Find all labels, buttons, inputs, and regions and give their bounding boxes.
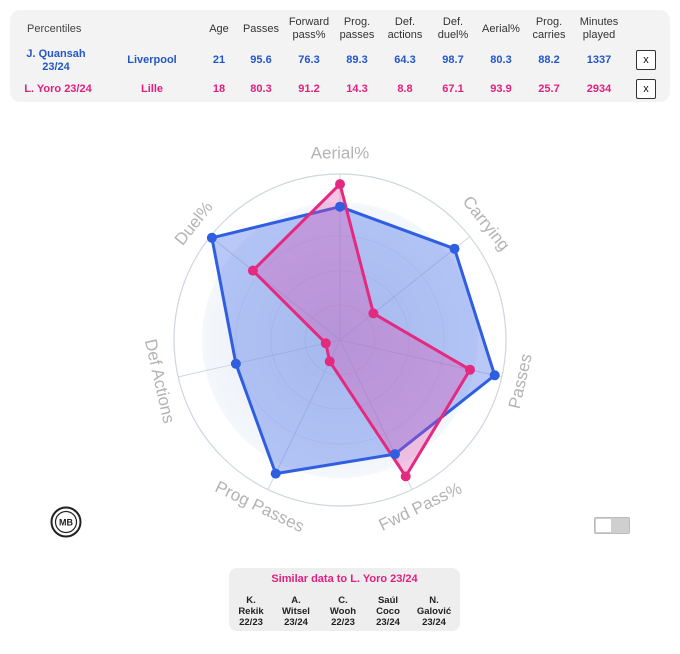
similar-player-link[interactable]: Saúl Coco 23/24 (366, 595, 410, 628)
minutes-header-line2: played (582, 29, 616, 41)
prog-carries-header: Prog. carries (528, 16, 570, 42)
minutes-value: 1337 (586, 54, 612, 66)
radar-point (320, 338, 331, 349)
view-toggle-switch[interactable] (594, 517, 630, 534)
radar-point (335, 179, 345, 190)
def-duel-value: 98.7 (442, 54, 464, 66)
team-name: Lille (140, 83, 163, 95)
toggle-knob (596, 519, 611, 532)
radar-point (247, 265, 258, 276)
similar-player-line: C. (338, 595, 348, 606)
similar-players-panel: Similar data to L. Yoro 23/24 K. Rekik 2… (229, 568, 460, 631)
radar-point (449, 243, 460, 254)
radar-axis-label: Def Actions (141, 337, 179, 425)
prog-carries-value: 25.7 (538, 83, 560, 95)
mb-logo-icon: MB (50, 506, 82, 538)
prog-passes-header-line1: Prog. (343, 16, 371, 28)
player-name: L. Yoro 23/24 (24, 83, 92, 95)
radar-point (335, 201, 345, 212)
radar-point (206, 232, 217, 243)
prog-passes-value: 89.3 (346, 54, 368, 66)
forward-pass-value: 91.2 (298, 83, 320, 95)
radar-spoke (339, 236, 471, 341)
radar-spoke (339, 339, 413, 490)
def-actions-value: 8.8 (397, 83, 413, 95)
similar-player-line: Galović (416, 606, 452, 617)
similar-player-link[interactable]: K. Rekik 22/23 (229, 595, 273, 628)
passes-value: 80.3 (250, 83, 272, 95)
similar-title: Similar data to L. Yoro 23/24 (271, 573, 418, 585)
prog-passes-header: Prog. passes (336, 16, 378, 42)
aerial-value: 80.3 (490, 54, 512, 66)
aerial-header: Aerial% (482, 23, 520, 35)
similar-player-line: N. (429, 595, 439, 606)
def-actions-header: Def. actions (384, 16, 426, 42)
similar-player-link[interactable]: N. Galović 23/24 (412, 595, 456, 628)
similar-player-line: A. (291, 595, 301, 606)
passes-header: Passes (242, 23, 280, 35)
prog-carries-header-line2: carries (532, 29, 566, 41)
radar-point (324, 356, 335, 367)
def-actions-header-line1: Def. (394, 16, 416, 28)
radar-spoke (209, 236, 341, 341)
passes-value: 95.6 (250, 54, 272, 66)
def-duel-header-line2: duel% (437, 29, 469, 41)
similar-player-link[interactable]: C. Wooh 22/23 (321, 595, 365, 628)
radar-series-0 (210, 205, 497, 476)
def-actions-value: 64.3 (394, 54, 416, 66)
logo-text: MB (59, 518, 73, 528)
similar-player-line: K. (246, 595, 256, 606)
similar-player-line: 22/23 (331, 617, 355, 628)
prog-passes-header-line2: passes (339, 29, 375, 41)
forward-pass-value: 76.3 (298, 54, 320, 66)
similar-player-line: Rekik (238, 606, 264, 617)
similar-player-line: Coco (376, 606, 400, 617)
similar-player-line: 23/24 (376, 617, 400, 628)
radar-axis-label: Passes (505, 352, 536, 411)
def-duel-header: Def. duel% (432, 16, 474, 42)
minutes-played-header: Minutes played (574, 16, 624, 42)
minutes-value: 2934 (586, 83, 612, 95)
def-duel-value: 67.1 (442, 83, 464, 95)
radar-series-1 (251, 182, 472, 478)
similar-player-line: 22/23 (239, 617, 263, 628)
player-name-line1: J. Quansah (26, 48, 86, 60)
player-name-line2: 23/24 (42, 61, 70, 73)
def-actions-header-line2: actions (387, 29, 423, 41)
prog-passes-value: 14.3 (346, 83, 368, 95)
radar-point (230, 358, 241, 369)
remove-player-button[interactable]: x (636, 79, 656, 99)
def-duel-header-line1: Def. (442, 16, 464, 28)
comparison-table: Percentiles Age Passes Forward pass% Pro… (10, 10, 670, 102)
similar-player-line: Wooh (329, 606, 357, 617)
radar-point (400, 471, 411, 482)
radar-spoke (178, 339, 341, 378)
prog-carries-header-line1: Prog. (535, 16, 563, 28)
radar-point (465, 364, 475, 375)
team-name: Liverpool (127, 54, 177, 66)
percentiles-header: Percentiles (27, 23, 82, 35)
forward-pass-header: Forward pass% (286, 16, 332, 42)
radar-point (270, 468, 281, 479)
radar-point (368, 308, 379, 319)
similar-player-line: Saúl (377, 595, 399, 606)
age-header: Age (209, 23, 229, 35)
player-name: J. Quansah 23/24 (18, 48, 94, 74)
prog-carries-value: 88.2 (538, 54, 560, 66)
aerial-value: 93.9 (490, 83, 512, 95)
forward-pass-header-line2: pass% (292, 29, 326, 41)
age-value: 21 (212, 54, 226, 66)
similar-player-line: 23/24 (422, 617, 446, 628)
minutes-header-line1: Minutes (579, 16, 619, 28)
similar-player-link[interactable]: A. Witsel 23/24 (274, 595, 318, 628)
radar-axis-label: Aerial% (311, 143, 370, 162)
radar-point (489, 370, 500, 381)
similar-player-line: 23/24 (284, 617, 308, 628)
remove-player-button[interactable]: x (636, 50, 656, 70)
age-value: 18 (212, 83, 226, 95)
similar-player-line: Witsel (282, 606, 310, 617)
forward-pass-header-line1: Forward (288, 16, 330, 28)
radar-point (390, 449, 400, 460)
